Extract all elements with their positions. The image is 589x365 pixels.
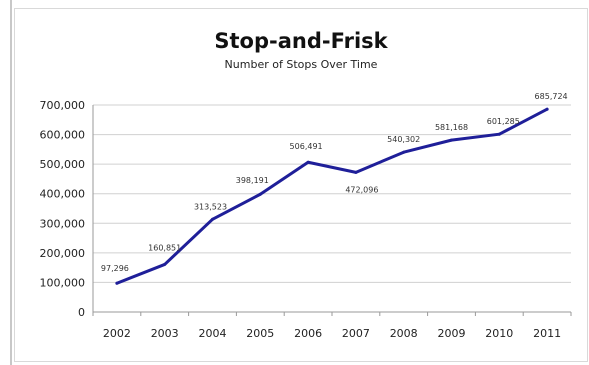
x-tick-label: 2011 xyxy=(533,327,561,340)
x-axis-ticks: 2002 2003 2004 2005 2006 2007 2008 2009 2010 2011 xyxy=(92,312,572,340)
x-tick-label: 2004 xyxy=(199,327,227,340)
x-tick-label: 2005 xyxy=(246,327,274,340)
data-point xyxy=(211,217,214,221)
gridlines xyxy=(92,104,571,313)
data-label: 581,168 xyxy=(435,123,468,132)
data-label: 685,724 xyxy=(535,92,568,101)
data-point xyxy=(497,132,501,136)
x-tick-label: 2006 xyxy=(294,327,322,340)
data-label: 540,302 xyxy=(387,135,420,144)
y-tick-label: 400,000 xyxy=(40,188,86,201)
series-line-path xyxy=(115,107,549,285)
x-tick-label: 2003 xyxy=(151,327,179,340)
y-axis-ticks: 0 100,000 200,000 300,000 400,000 500,000 600,… xyxy=(40,99,86,319)
line-chart: Stop-and-Frisk Number of Stops Over Time… xyxy=(40,29,572,340)
data-label: 160,851 xyxy=(148,243,181,252)
data-point xyxy=(545,107,549,111)
y-tick-label: 0 xyxy=(78,306,85,319)
data-point xyxy=(402,150,406,154)
data-label: 601,285 xyxy=(487,117,520,126)
data-labels: 97,296 160,851 313,523 398,191 506,491 472,09… xyxy=(101,92,568,273)
x-tick-label: 2002 xyxy=(103,327,131,340)
data-label: 472,096 xyxy=(345,185,378,194)
window-edge xyxy=(10,0,12,365)
x-tick-label: 2010 xyxy=(485,327,513,340)
y-tick-label: 200,000 xyxy=(40,247,86,260)
data-label: 398,191 xyxy=(236,176,269,185)
chart-subtitle: Number of Stops Over Time xyxy=(225,58,378,71)
data-point xyxy=(115,281,119,285)
y-tick-label: 300,000 xyxy=(40,217,86,230)
x-tick-label: 2008 xyxy=(390,327,418,340)
y-tick-label: 700,000 xyxy=(40,99,86,112)
chart-container: Stop-and-Frisk Number of Stops Over Time… xyxy=(14,8,588,362)
data-point xyxy=(354,170,358,174)
data-label: 97,296 xyxy=(101,264,129,273)
x-tick-label: 2007 xyxy=(342,327,370,340)
chart-title: Stop-and-Frisk xyxy=(214,29,388,53)
data-point xyxy=(306,160,310,164)
x-tick-label: 2009 xyxy=(438,327,466,340)
data-point xyxy=(163,262,167,266)
data-point xyxy=(450,138,453,142)
data-label: 506,491 xyxy=(290,142,323,151)
data-label: 313,523 xyxy=(194,202,227,211)
y-tick-label: 100,000 xyxy=(40,276,86,289)
y-tick-label: 600,000 xyxy=(40,129,86,142)
y-tick-label: 500,000 xyxy=(40,158,86,171)
data-point xyxy=(258,192,262,196)
series-line xyxy=(115,107,549,285)
